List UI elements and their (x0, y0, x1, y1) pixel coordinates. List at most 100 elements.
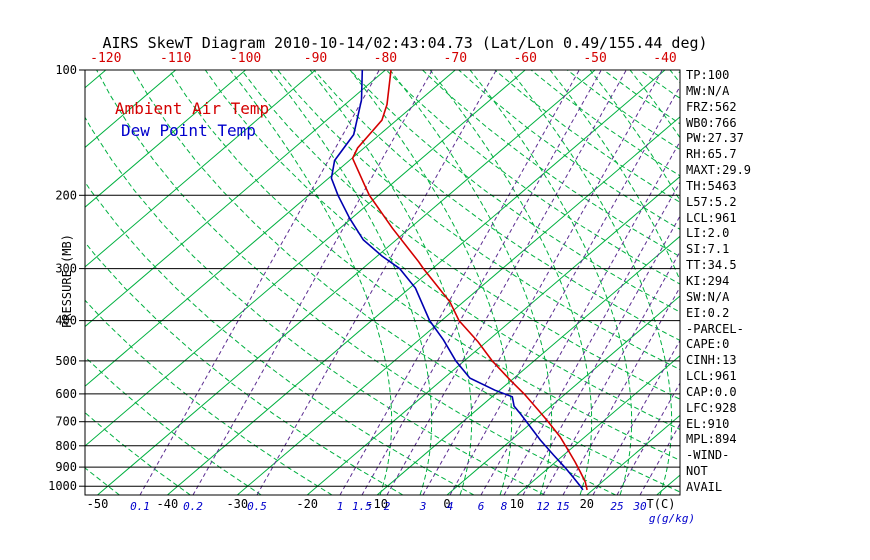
isotherm-line (85, 70, 526, 447)
mixing-ratio-tick-label: 0.2 (183, 500, 203, 513)
bottom-temp-tick-label: -50 (87, 497, 109, 511)
mixing-ratio-tick-label: 12 (536, 500, 550, 513)
dry-adiabat-line (85, 181, 475, 495)
stat-line: WB0:766 (686, 115, 737, 130)
pressure-axis-label: PRESSURE (MB) (60, 234, 74, 328)
mixing-ratio-tick-label: 1.5 (352, 500, 372, 513)
dry-adiabat-line (494, 70, 680, 203)
pressure-tick-label: 500 (55, 354, 77, 368)
stat-line: -WIND- (686, 448, 730, 463)
isotherm-line (97, 70, 596, 495)
mixing-ratio-tick-label: 15 (556, 500, 569, 513)
legend-dew-label: Dew Point Temp (121, 121, 256, 140)
stat-line: -PARCEL- (686, 321, 744, 336)
plot-border (84, 69, 681, 496)
dry-adiabat-line (277, 70, 680, 371)
stat-line: MAXT:29.9 (686, 163, 752, 178)
isotherm-line (85, 70, 177, 149)
dry-adiabat-line (566, 70, 680, 151)
isotherm-line (167, 70, 666, 495)
stat-line: FRZ:562 (686, 99, 737, 114)
moist-adiabat-line (429, 70, 593, 495)
mixing-ratio-tick-label: 30 (632, 500, 647, 513)
moist-adiabat-line (509, 70, 673, 495)
stat-line: CAP:0.0 (686, 384, 737, 399)
stat-line: CINH:13 (686, 353, 737, 368)
pressure-tick-label: 600 (55, 387, 77, 401)
top-temp-tick-label: -70 (444, 51, 467, 66)
moist-adiabat-line (750, 70, 870, 495)
moist-adiabat-line (309, 70, 473, 495)
mixing-ratio-tick-label: 25 (610, 500, 623, 513)
isotherm-line (236, 116, 680, 495)
background-lines (0, 70, 870, 495)
stat-line: PW:27.37 (686, 131, 744, 146)
moist-adiabat-line (269, 70, 433, 495)
dry-adiabat-line (85, 116, 545, 495)
legend-ambient-label: Ambient Air Temp (115, 99, 270, 118)
mixing-ratio-line (361, 70, 602, 495)
stat-line: LI:2.0 (686, 226, 730, 241)
bottom-temp-tick-label: -40 (157, 497, 179, 511)
moist-adiabat-line (790, 70, 870, 495)
stat-line: LCL:961 (686, 210, 737, 225)
mixing-ratio-line (139, 70, 380, 495)
mixing-ratio-line (639, 422, 680, 495)
stat-line: TT:34.5 (686, 258, 737, 273)
isotherm-line (85, 70, 246, 208)
moist-adiabat-line (349, 70, 513, 495)
top-temp-tick-label: -50 (583, 51, 606, 66)
bottom-temp-tick-label: 10 (510, 497, 524, 511)
mixing-ratio-tick-label: 0.1 (130, 500, 150, 513)
dry-adiabat-line (85, 241, 404, 495)
isotherm-line (306, 175, 680, 495)
stat-line: CAPE:0 (686, 337, 730, 352)
stat-line: L57:5.2 (686, 194, 737, 209)
stat-line: RH:65.7 (686, 147, 737, 162)
dry-adiabat-line (85, 299, 333, 495)
stat-line: EL:910 (686, 416, 730, 431)
pressure-tick-label: 200 (55, 188, 77, 202)
pressure-tick-label: 700 (55, 415, 77, 429)
dry-adiabat-line (0, 70, 49, 495)
mixing-ratio-line (339, 70, 580, 495)
isotherm-line (85, 70, 456, 387)
chart-title: AIRS SkewT Diagram 2010-10-14/02:43:04.7… (102, 34, 708, 52)
sounding-profiles (330, 70, 588, 491)
isotherm-line (0, 70, 36, 495)
mixing-ratio-tick-label: 4 (447, 500, 454, 513)
dry-adiabat-line (204, 70, 680, 431)
dry-adiabat-line (385, 70, 680, 285)
pressure-tick-label: 100 (55, 63, 77, 77)
mixing-ratio-line (192, 70, 433, 495)
ambient-temp-curve (351, 70, 588, 491)
mixing-ratio-tick-label: 6 (478, 500, 485, 513)
pressure-tick-label: 300 (55, 262, 77, 276)
stat-line: MW:N/A (686, 83, 730, 98)
mixing-ratio-tick-label: 3 (419, 500, 427, 513)
isotherm-line (516, 355, 680, 495)
top-temp-tick-label: -120 (90, 51, 121, 66)
dry-adiabat-line (132, 70, 680, 493)
dry-adiabat-line (422, 70, 680, 258)
bottom-temp-axis: -50 -40 -30 -20 -10 0 10 20 T(C) (87, 497, 676, 511)
top-temp-tick-label: -100 (230, 51, 261, 66)
stat-line: MPL:894 (686, 432, 737, 447)
mixing-ratio-line (256, 70, 497, 495)
moist-adiabat-line (469, 70, 633, 495)
dry-adiabat-line (168, 70, 680, 461)
pressure-tick-label: 400 (55, 314, 77, 328)
stat-line: LCL:961 (686, 369, 737, 384)
stat-line: NOT (686, 464, 708, 479)
stat-line: KI:294 (686, 273, 730, 288)
mixing-ratio-axis: 0.1 0.2 0.5 1 1.5 2 3 4 6 8 12 15 25 30g(g/kg) (130, 500, 695, 525)
stat-line: SI:7.1 (686, 242, 730, 257)
top-temp-tick-label: -60 (513, 51, 536, 66)
isotherm-line (85, 70, 107, 89)
moist-adiabat-line (830, 70, 870, 495)
mixing-ratio-line (422, 70, 663, 495)
temp-unit-label: T(C) (647, 497, 676, 511)
stat-line: AVAIL (686, 479, 723, 494)
